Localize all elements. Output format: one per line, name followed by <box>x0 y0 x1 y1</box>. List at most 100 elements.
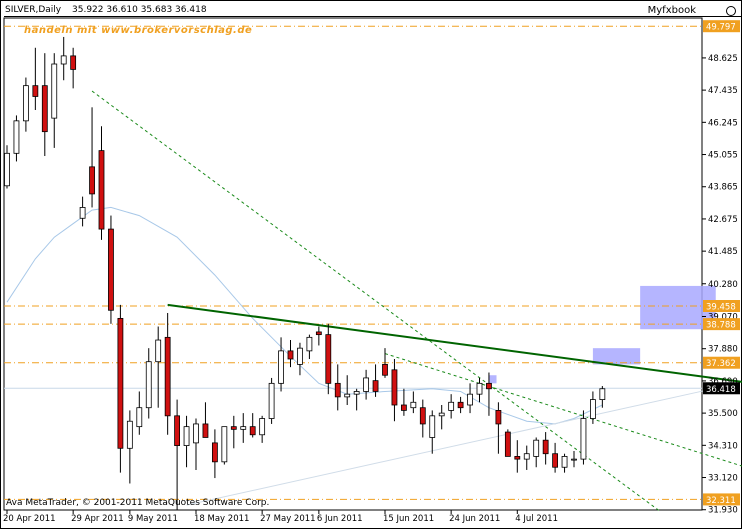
candle-21 <box>202 402 209 438</box>
candle-44 <box>419 399 426 438</box>
candle-40 <box>382 348 388 378</box>
candle-50 <box>476 377 483 403</box>
level-label-1: 39.458 <box>706 303 736 313</box>
candle-39 <box>372 364 379 397</box>
candle-35 <box>334 364 341 411</box>
candle-9 <box>89 107 95 208</box>
x-tick-label-3: 18 May 2011 <box>194 514 249 524</box>
zone-box-0 <box>592 348 641 365</box>
candle-28 <box>268 377 275 424</box>
candle-46 <box>438 404 445 430</box>
candle-5 <box>51 53 58 148</box>
level-label-box-0 <box>703 20 740 33</box>
candle-41 <box>391 358 398 422</box>
copyright-text: Ava MetaTrader, © 2001-2011 MetaQuotes S… <box>6 498 270 508</box>
candle-27 <box>259 415 266 443</box>
candle-12 <box>117 304 124 473</box>
candle-8 <box>79 196 86 227</box>
level-label-box-4 <box>703 493 740 506</box>
candle-11 <box>108 215 114 324</box>
candle-42 <box>400 388 407 416</box>
y-tick-label-11: 35.500 <box>708 409 738 419</box>
candle-24 <box>230 415 237 449</box>
candle-32 <box>306 334 313 359</box>
current-price-label: 36.418 <box>706 385 736 395</box>
candle-3 <box>32 47 39 111</box>
candle-60 <box>571 451 577 468</box>
candle-37 <box>353 388 360 411</box>
candle-26 <box>249 413 256 438</box>
level-label-4: 32.311 <box>706 496 736 506</box>
candle-30 <box>287 340 294 368</box>
candle-48 <box>457 396 464 414</box>
candle-4 <box>41 53 48 157</box>
candle-0 <box>4 145 10 189</box>
x-tick-label-5: 6 Jun 2011 <box>317 514 363 524</box>
y-tick-label-6: 41.485 <box>708 247 738 257</box>
y-tick-label-13: 33.120 <box>708 474 738 484</box>
level-label-0: 49.797 <box>706 23 736 33</box>
candle-63 <box>599 386 606 408</box>
candle-31 <box>297 342 303 376</box>
candle-1 <box>13 115 20 162</box>
candle-22 <box>211 429 218 479</box>
level-label-2: 38.788 <box>706 321 736 331</box>
candle-29 <box>278 337 284 392</box>
candle-57 <box>542 432 549 465</box>
candle-14 <box>136 391 143 435</box>
y-tick-label-3: 45.055 <box>708 151 738 161</box>
brand-label: Myfxbook <box>647 5 696 16</box>
zone-box-2 <box>488 375 497 384</box>
trend-line-faint_rising <box>186 385 726 506</box>
x-tick-label-1: 29 Apr 2011 <box>71 514 124 524</box>
candle-6 <box>60 36 67 81</box>
candle-55 <box>523 445 530 470</box>
candle-17 <box>164 312 171 435</box>
candle-23 <box>221 426 228 465</box>
level-label-box-3 <box>703 356 740 369</box>
chart-symbol: SILVER,Daily <box>5 5 62 15</box>
y-tick-label-2: 46.245 <box>708 118 738 128</box>
candle-18 <box>174 399 181 510</box>
trend-line-dashed_shallow <box>384 353 742 467</box>
candle-53 <box>504 429 511 457</box>
candle-16 <box>155 326 162 408</box>
chart-ohlc: 35.922 36.610 35.683 36.418 <box>72 5 207 15</box>
candle-13 <box>126 410 133 484</box>
candle-49 <box>467 383 473 414</box>
candle-10 <box>98 126 105 240</box>
candle-15 <box>145 348 152 419</box>
x-tick-label-8: 4 Jul 2011 <box>515 514 558 524</box>
y-tick-label-8: 39.070 <box>708 313 738 323</box>
candle-34 <box>325 323 332 395</box>
smiley-icon <box>726 6 736 16</box>
x-tick-label-0: 20 Apr 2011 <box>3 514 56 524</box>
x-tick-label-7: 24 Jun 2011 <box>449 514 500 524</box>
x-tick-label-6: 15 Jun 2011 <box>383 514 434 524</box>
candle-58 <box>552 442 558 473</box>
candle-47 <box>448 394 455 419</box>
y-tick-label-14: 31.930 <box>708 506 738 516</box>
candle-2 <box>22 77 29 132</box>
y-tick-label-10: 36.690 <box>708 377 738 387</box>
y-tick-label-9: 37.880 <box>708 345 738 355</box>
candle-52 <box>495 402 502 454</box>
x-tick-label-2: 9 May 2011 <box>128 514 178 524</box>
y-tick-label-1: 47.435 <box>708 86 738 96</box>
watermark-text: handeln mit www.brokervorschlag.de <box>24 25 253 36</box>
y-tick-label-5: 42.675 <box>708 215 738 225</box>
y-tick-label-0: 48.625 <box>708 54 738 64</box>
candle-36 <box>344 375 351 405</box>
candle-45 <box>429 410 436 454</box>
candle-7 <box>70 47 77 89</box>
trend-line-main <box>167 303 742 383</box>
candle-20 <box>193 418 199 470</box>
y-tick-label-4: 43.865 <box>708 183 738 193</box>
current-price-box <box>703 382 740 395</box>
candle-33 <box>315 326 322 346</box>
candle-61 <box>580 410 587 465</box>
candle-19 <box>183 415 190 468</box>
level-label-3: 37.362 <box>706 359 736 369</box>
y-tick-label-12: 34.310 <box>708 441 738 451</box>
